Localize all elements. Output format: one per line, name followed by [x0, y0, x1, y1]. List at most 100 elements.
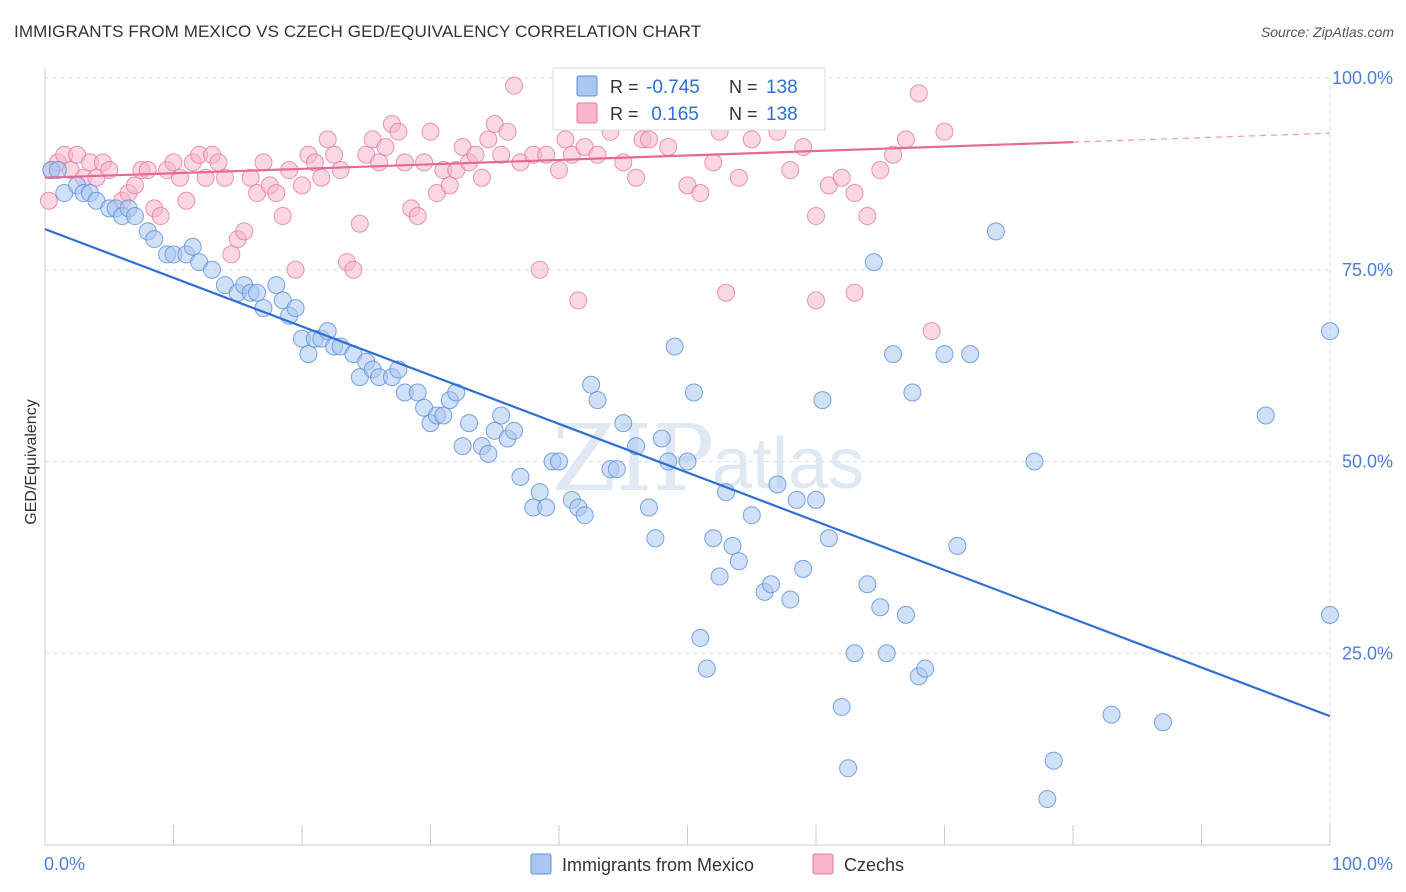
data-point	[935, 122, 954, 141]
legend-n-label-1: N =	[729, 77, 758, 97]
data-point	[646, 529, 665, 548]
data-point	[807, 490, 825, 509]
data-point	[691, 628, 710, 647]
trend-line	[44, 141, 1074, 179]
data-point	[556, 130, 575, 149]
data-point	[704, 153, 723, 172]
data-point	[781, 161, 800, 180]
data-point	[717, 283, 736, 302]
trend-line-extension	[1072, 132, 1331, 143]
data-point	[569, 291, 588, 310]
data-point	[151, 207, 170, 226]
data-point	[768, 475, 787, 494]
data-point	[1038, 789, 1057, 808]
data-point	[659, 138, 678, 157]
legend-swatch-pink	[576, 102, 598, 124]
data-point	[948, 536, 967, 555]
series-swatch-czechs	[812, 853, 834, 875]
legend-r-value-2: 0.165	[646, 104, 699, 125]
data-point	[845, 184, 864, 203]
data-point	[460, 414, 479, 433]
data-point	[807, 207, 825, 226]
data-point	[607, 460, 626, 479]
data-point	[267, 184, 286, 203]
data-point	[742, 506, 761, 525]
data-point	[884, 345, 903, 364]
data-point	[415, 153, 434, 172]
data-point	[389, 122, 408, 141]
data-point	[729, 552, 748, 571]
data-point	[235, 222, 254, 241]
series-legend: Immigrants from Mexico Czechs	[530, 853, 904, 875]
data-point	[794, 559, 813, 578]
data-point	[408, 383, 427, 402]
data-point	[505, 76, 524, 95]
data-point	[196, 168, 215, 187]
data-point	[877, 644, 896, 663]
data-point	[665, 337, 684, 356]
y-tick-label: 50.0%	[1342, 452, 1393, 472]
data-point	[896, 130, 915, 149]
data-point	[986, 222, 1005, 241]
data-point	[614, 414, 633, 433]
data-point	[370, 153, 389, 172]
data-point	[293, 176, 311, 195]
data-point	[350, 214, 369, 233]
data-point	[138, 161, 157, 180]
trend-lines	[44, 132, 1331, 718]
data-point	[537, 145, 556, 164]
data-point	[273, 207, 292, 226]
legend-n-value-2: 138	[766, 104, 798, 125]
data-point	[125, 176, 144, 195]
data-point	[697, 659, 716, 678]
data-point	[871, 598, 890, 617]
data-point	[325, 145, 344, 164]
data-point	[39, 191, 58, 210]
series-swatch-mexico	[530, 853, 552, 875]
data-point	[582, 375, 601, 394]
data-point	[639, 498, 658, 517]
data-point	[781, 590, 800, 609]
series-label-mexico: Immigrants from Mexico	[562, 855, 754, 875]
data-point	[961, 345, 980, 364]
data-point	[472, 168, 491, 187]
data-point	[896, 605, 915, 624]
legend-swatch-blue	[576, 75, 598, 97]
data-point	[530, 483, 549, 502]
data-point	[627, 168, 646, 187]
data-point	[550, 452, 568, 471]
data-point	[794, 138, 813, 157]
legend-r-label-1: R =	[610, 77, 639, 97]
data-point	[209, 153, 228, 172]
data-point	[511, 467, 530, 486]
data-point	[787, 490, 806, 509]
data-point	[537, 498, 556, 517]
data-point	[832, 168, 851, 187]
y-tick-label: 75.0%	[1342, 260, 1393, 280]
data-point	[909, 84, 928, 103]
chart-title: IMMIGRANTS FROM MEXICO VS CZECH GED/EQUI…	[14, 22, 702, 41]
data-point	[922, 322, 941, 341]
data-point	[434, 406, 453, 425]
data-point	[575, 506, 594, 525]
tick-labels: 25.0% 50.0% 75.0% 100.0% 0.0% 100.0%	[44, 68, 1393, 874]
data-point	[466, 145, 485, 164]
data-point	[845, 283, 864, 302]
data-point	[1153, 713, 1172, 732]
data-point	[1044, 751, 1063, 770]
data-point	[492, 145, 511, 164]
data-point	[807, 291, 825, 310]
x-tick-label: 100.0%	[1332, 854, 1393, 874]
data-point	[492, 406, 511, 425]
data-point	[710, 567, 729, 586]
data-point	[183, 237, 202, 256]
data-point	[845, 644, 864, 663]
correlation-legend: R = -0.745 N = 138 R = 0.165 N = 138	[552, 67, 826, 131]
data-point	[691, 184, 710, 203]
data-point	[125, 207, 144, 226]
data-point	[729, 168, 748, 187]
legend-r-label-2: R =	[610, 104, 639, 124]
y-axis-title: GED/Equivalency	[23, 399, 40, 524]
y-tick-label: 100.0%	[1332, 68, 1393, 88]
data-point	[723, 536, 742, 555]
